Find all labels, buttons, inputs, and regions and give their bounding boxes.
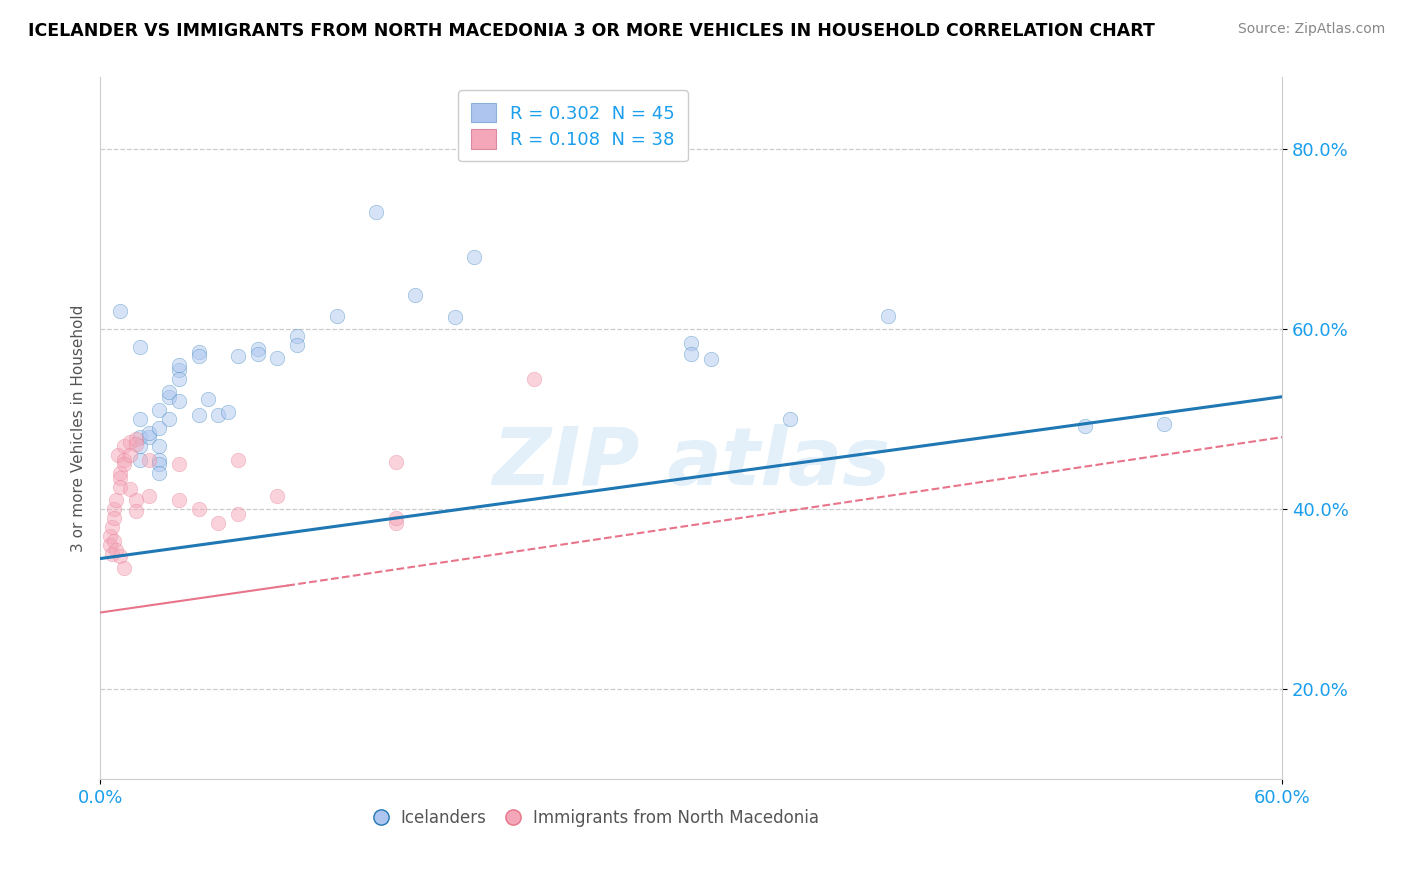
Point: [167, 362, 190, 376]
Point: [187, 344, 209, 359]
Point: [187, 408, 209, 422]
Point: [157, 412, 180, 426]
Point: [112, 457, 135, 471]
Point: [108, 480, 131, 494]
Point: [266, 489, 288, 503]
Point: [167, 394, 190, 409]
Point: [187, 502, 209, 516]
Point: [104, 542, 127, 557]
Point: [128, 439, 150, 453]
Legend: Icelanders, Immigrants from North Macedonia: Icelanders, Immigrants from North Macedo…: [367, 803, 825, 834]
Point: [138, 430, 160, 444]
Point: [108, 549, 131, 563]
Point: [522, 372, 544, 386]
Point: [108, 304, 131, 318]
Y-axis label: 3 or more Vehicles in Household: 3 or more Vehicles in Household: [72, 304, 86, 552]
Point: [157, 390, 180, 404]
Point: [246, 347, 269, 361]
Text: ZIP atlas: ZIP atlas: [492, 425, 890, 502]
Point: [226, 349, 249, 363]
Point: [167, 358, 190, 372]
Point: [1153, 417, 1175, 431]
Point: [118, 434, 141, 449]
Point: [877, 309, 900, 323]
Point: [108, 466, 131, 480]
Point: [207, 516, 229, 530]
Point: [700, 351, 723, 366]
Point: [1074, 419, 1097, 434]
Point: [364, 205, 387, 219]
Point: [384, 455, 406, 469]
Point: [463, 250, 485, 264]
Point: [246, 342, 269, 356]
Point: [98, 529, 121, 543]
Point: [148, 421, 170, 435]
Point: [681, 335, 703, 350]
Point: [124, 437, 146, 451]
Point: [148, 403, 170, 417]
Point: [112, 560, 135, 574]
Point: [138, 425, 160, 440]
Point: [681, 347, 703, 361]
Point: [148, 457, 170, 471]
Point: [138, 452, 160, 467]
Point: [98, 538, 121, 552]
Point: [108, 470, 131, 484]
Point: [207, 408, 229, 422]
Point: [266, 351, 288, 365]
Point: [443, 310, 465, 324]
Point: [128, 340, 150, 354]
Point: [103, 511, 125, 525]
Point: [157, 385, 180, 400]
Point: [187, 349, 209, 363]
Point: [197, 392, 219, 407]
Point: [103, 502, 125, 516]
Point: [779, 412, 801, 426]
Point: [217, 405, 239, 419]
Point: [384, 511, 406, 525]
Point: [226, 452, 249, 467]
Point: [148, 466, 170, 480]
Point: [104, 493, 127, 508]
Point: [325, 309, 347, 323]
Point: [124, 493, 146, 508]
Point: [285, 338, 308, 352]
Point: [118, 448, 141, 462]
Point: [148, 452, 170, 467]
Point: [128, 452, 150, 467]
Point: [103, 533, 125, 548]
Point: [101, 520, 124, 534]
Point: [112, 452, 135, 467]
Point: [107, 448, 129, 462]
Point: [226, 507, 249, 521]
Point: [404, 288, 426, 302]
Point: [285, 329, 308, 343]
Text: ICELANDER VS IMMIGRANTS FROM NORTH MACEDONIA 3 OR MORE VEHICLES IN HOUSEHOLD COR: ICELANDER VS IMMIGRANTS FROM NORTH MACED…: [28, 22, 1154, 40]
Point: [167, 372, 190, 386]
Point: [167, 457, 190, 471]
Point: [118, 483, 141, 497]
Text: Source: ZipAtlas.com: Source: ZipAtlas.com: [1237, 22, 1385, 37]
Point: [101, 547, 124, 561]
Point: [112, 439, 135, 453]
Point: [128, 430, 150, 444]
Point: [138, 489, 160, 503]
Point: [384, 516, 406, 530]
Point: [148, 439, 170, 453]
Point: [124, 504, 146, 518]
Point: [124, 432, 146, 446]
Point: [167, 493, 190, 508]
Point: [128, 412, 150, 426]
